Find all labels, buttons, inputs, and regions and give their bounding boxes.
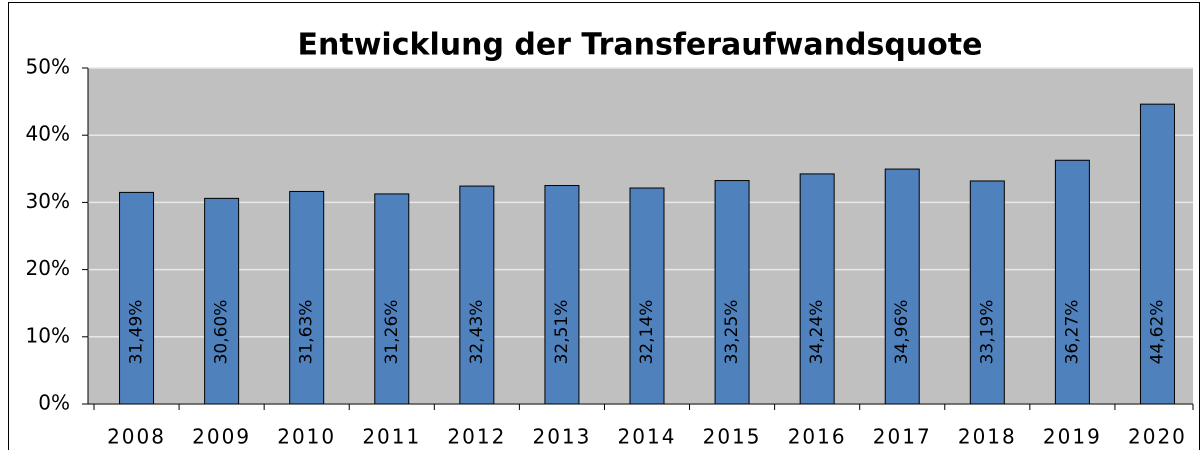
value-label: 32,43% [467,300,487,365]
y-tick-label: 50% [26,55,70,79]
bar [374,193,410,405]
bar [714,180,750,405]
x-tick-label: 2016 [788,425,847,449]
x-tick-label: 2017 [873,425,932,449]
value-label: 31,26% [382,300,402,365]
y-tick-label: 0% [38,391,70,415]
value-label: 32,51% [552,300,572,365]
y-tick-label: 40% [26,122,70,146]
frame [8,2,1200,450]
value-label: 44,62% [1147,300,1167,365]
bar [799,173,835,405]
x-tick-label: 2019 [1043,425,1102,449]
x-tick-label: 2020 [1128,425,1187,449]
value-label: 34,24% [807,300,827,365]
bar [969,180,1005,405]
value-label: 33,25% [722,300,742,365]
bar [629,187,665,405]
y-tick-label: 30% [26,189,70,213]
x-tick-label: 2013 [532,425,591,449]
bar [1139,103,1175,405]
bar [289,190,325,405]
x-tick-label: 2010 [277,425,336,449]
value-label: 30,60% [212,300,232,365]
value-label: 36,27% [1062,300,1082,365]
x-tick-label: 2015 [703,425,762,449]
chart-title: Entwicklung der Transferaufwandsquote [298,28,983,63]
x-tick-label: 2009 [192,425,251,449]
value-label: 31,63% [297,300,317,365]
value-label: 31,49% [127,300,147,365]
bar [544,185,580,405]
x-tick-label: 2014 [618,425,677,449]
bar [204,197,240,405]
y-tick-label: 20% [26,256,70,280]
bar [119,191,155,405]
x-tick-label: 2018 [958,425,1017,449]
x-tick-label: 2012 [447,425,506,449]
x-tick-label: 2008 [107,425,166,449]
y-tick-label: 10% [26,323,70,347]
value-label: 33,19% [977,300,997,365]
bar [1054,159,1090,405]
x-tick-label: 2011 [362,425,421,449]
bar [459,185,495,405]
bar [884,168,920,405]
value-label: 32,14% [637,300,657,365]
value-label: 34,96% [892,300,912,365]
